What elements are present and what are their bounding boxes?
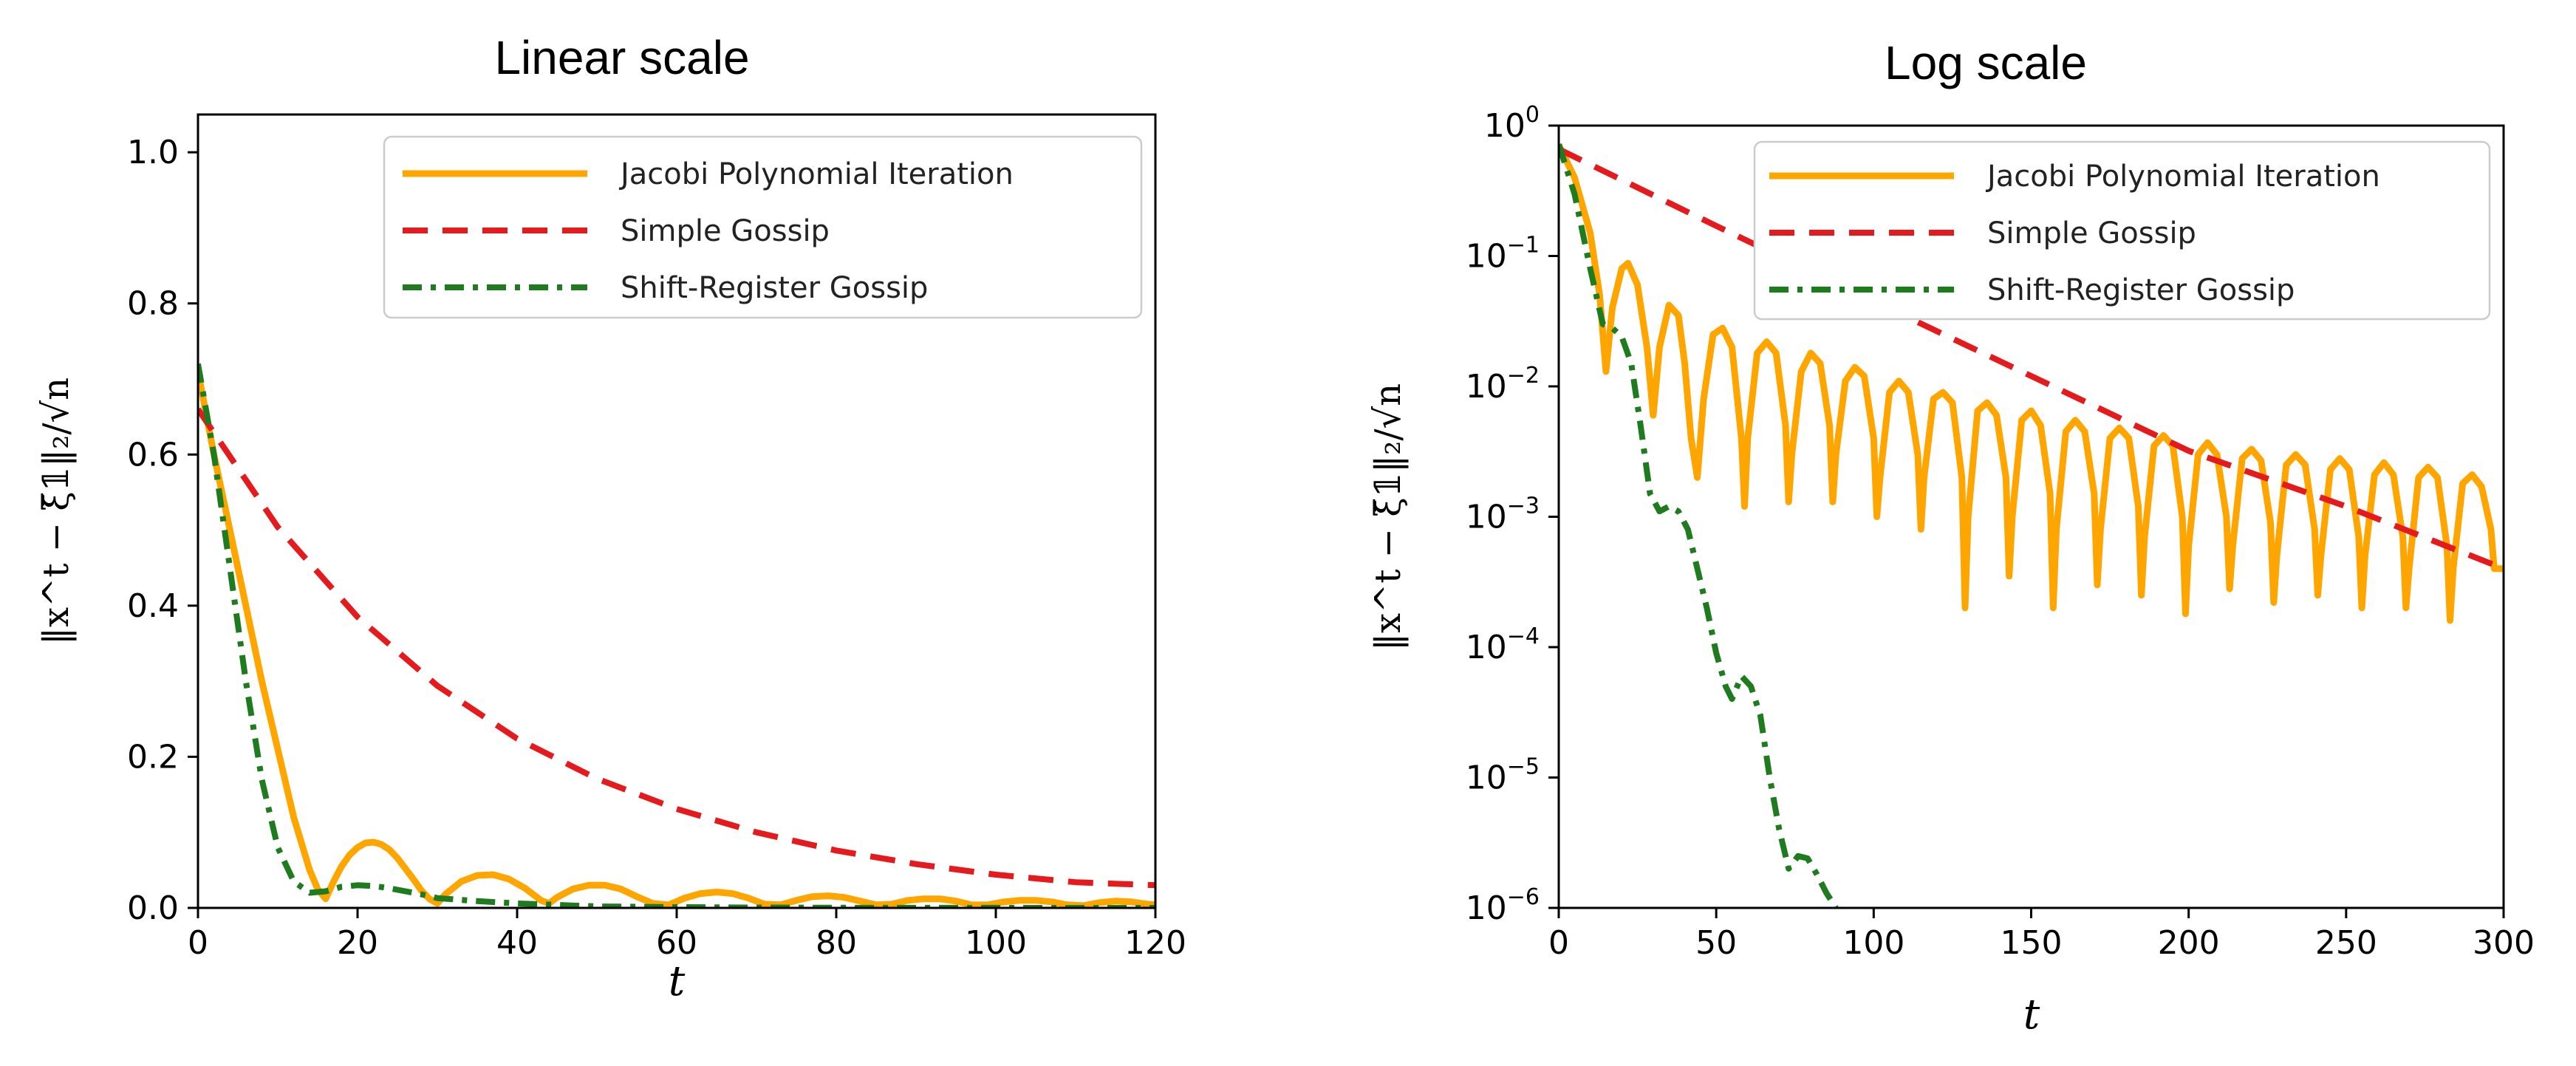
y-tick-label: 10−2 [1466,363,1540,406]
x-axis-label: t [669,957,686,1005]
series-line-2 [198,407,1155,889]
plot-lines [198,363,1155,908]
y-axis-ticks: 100 10−1 10−2 10−3 10−4 10−5 10−6 [1466,102,1559,927]
legend: Jacobi Polynomial Iteration Simple Gossip… [383,135,1143,319]
legend: Jacobi Polynomial Iteration Simple Gossip… [1753,140,2491,321]
x-tick-label: 80 [816,924,857,962]
y-tick-label: 0.2 [127,738,179,776]
x-tick-label: 250 [2315,924,2377,962]
y-axis-label: ‖x^t − ξ̄𝟙‖₂/√n [35,377,77,645]
y-tick-label: 10−3 [1466,493,1540,536]
y-tick-label: 10−4 [1466,623,1540,666]
legend-label-2: Simple Gossip [621,214,830,248]
x-tick-label: 100 [965,924,1027,962]
x-axis-ticks: 0 50 100 150 200 250 300 [1548,908,2535,962]
series-line-1 [1559,143,2504,624]
x-tick-label: 200 [2158,924,2220,962]
x-axis-ticks: 0 20 40 60 80 100 120 [188,908,1186,962]
chart-title: Linear scale [494,31,749,84]
legend-box [1753,140,2491,321]
x-tick-label: 60 [656,924,697,962]
legend-label-1: Jacobi Polynomial Iteration [618,157,1014,191]
x-tick-label: 150 [2001,924,2063,962]
x-tick-label: 0 [188,924,208,962]
x-axis-label: t [2023,991,2040,1039]
series-line-3 [198,363,1155,908]
plot-lines [1559,143,2504,908]
y-tick-label: 100 [1484,102,1540,145]
chart-title: Log scale [1885,36,2087,89]
y-tick-label: 10−5 [1466,754,1540,797]
legend-label-3: Shift-Register Gossip [1987,273,2295,307]
x-tick-label: 120 [1124,924,1186,962]
series-line-1 [198,370,1155,908]
y-tick-label: 10−6 [1466,884,1540,927]
x-tick-label: 40 [496,924,538,962]
x-tick-label: 20 [337,924,378,962]
linear-scale-panel: Linear scale 0 20 40 60 80 100 120 0.00.20.40.… [35,31,1186,1005]
y-tick-label: 0.0 [127,889,179,927]
y-axis-ticks: 0.0 0.2 0.4 0.6 0.8 1.0 [127,134,198,927]
series-line-3 [1559,143,1839,908]
y-tick-label: 0.8 [127,285,179,323]
y-tick-label: 1.0 [127,134,179,171]
y-axis-label: ‖x^t − ξ̄𝟙‖₂/√n [1367,383,1409,651]
x-tick-label: 300 [2473,924,2535,962]
x-tick-label: 100 [1842,924,1904,962]
legend-label-2: Simple Gossip [1987,216,2196,250]
legend-label-1: Jacobi Polynomial Iteration [1985,160,2380,194]
x-tick-label: 50 [1695,924,1737,962]
y-tick-label: 0.4 [127,587,179,625]
y-tick-label: 10−1 [1466,233,1540,276]
legend-label-3: Shift-Register Gossip [621,271,928,305]
series-line-2 [1559,146,2504,572]
x-tick-label: 0 [1548,924,1569,962]
y-tick-label: 0.6 [127,436,179,474]
log-scale-panel: Log scale 0 50 100 150 200 250 300 100 10−1 10−2… [1367,36,2535,1039]
legend-box [383,135,1143,319]
